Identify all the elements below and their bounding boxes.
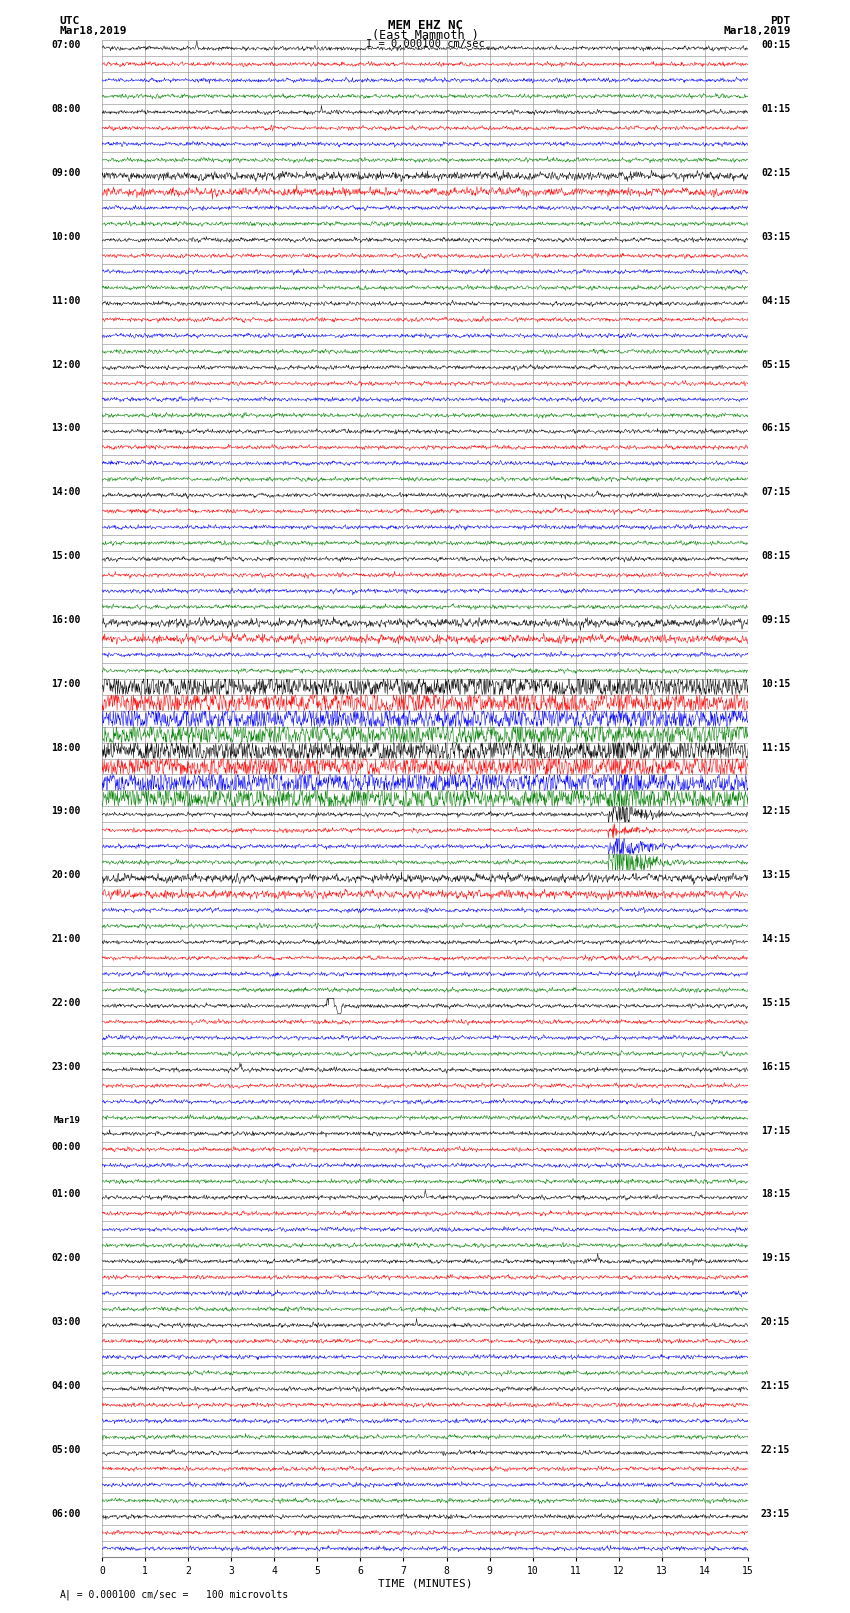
Text: PDT: PDT	[770, 16, 790, 26]
Text: 14:00: 14:00	[51, 487, 81, 497]
Text: 16:00: 16:00	[51, 615, 81, 624]
Text: 20:00: 20:00	[51, 871, 81, 881]
Text: 21:00: 21:00	[51, 934, 81, 944]
Text: 09:00: 09:00	[51, 168, 81, 177]
Text: 17:15: 17:15	[761, 1126, 790, 1136]
Text: 11:15: 11:15	[761, 742, 790, 753]
Text: 19:15: 19:15	[761, 1253, 790, 1263]
Text: 02:15: 02:15	[761, 168, 790, 177]
Text: 07:00: 07:00	[51, 40, 81, 50]
Text: 13:15: 13:15	[761, 871, 790, 881]
Text: UTC: UTC	[60, 16, 80, 26]
Text: 02:00: 02:00	[51, 1253, 81, 1263]
Text: 13:00: 13:00	[51, 423, 81, 434]
Text: 08:00: 08:00	[51, 105, 81, 115]
Text: 09:15: 09:15	[761, 615, 790, 624]
Text: 01:15: 01:15	[761, 105, 790, 115]
Text: 21:15: 21:15	[761, 1381, 790, 1390]
Text: 00:00: 00:00	[51, 1142, 81, 1152]
Text: 07:15: 07:15	[761, 487, 790, 497]
Text: 03:00: 03:00	[51, 1318, 81, 1327]
Text: I = 0.000100 cm/sec: I = 0.000100 cm/sec	[366, 39, 484, 48]
Text: Mar18,2019: Mar18,2019	[60, 26, 127, 35]
Text: 19:00: 19:00	[51, 806, 81, 816]
Text: 10:00: 10:00	[51, 232, 81, 242]
Text: 03:15: 03:15	[761, 232, 790, 242]
Text: MEM EHZ NC: MEM EHZ NC	[388, 19, 462, 32]
Text: 11:00: 11:00	[51, 295, 81, 306]
Text: 23:00: 23:00	[51, 1061, 81, 1071]
Text: 22:15: 22:15	[761, 1445, 790, 1455]
Text: 12:00: 12:00	[51, 360, 81, 369]
Text: A: A	[60, 1590, 65, 1600]
Text: 17:00: 17:00	[51, 679, 81, 689]
Text: 04:00: 04:00	[51, 1381, 81, 1390]
Text: 14:15: 14:15	[761, 934, 790, 944]
Text: 05:00: 05:00	[51, 1445, 81, 1455]
Text: 10:15: 10:15	[761, 679, 790, 689]
Text: 16:15: 16:15	[761, 1061, 790, 1071]
Text: 08:15: 08:15	[761, 552, 790, 561]
X-axis label: TIME (MINUTES): TIME (MINUTES)	[377, 1579, 473, 1589]
Text: | = 0.000100 cm/sec =   100 microvolts: | = 0.000100 cm/sec = 100 microvolts	[65, 1589, 289, 1600]
Text: 12:15: 12:15	[761, 806, 790, 816]
Text: 05:15: 05:15	[761, 360, 790, 369]
Text: 18:15: 18:15	[761, 1189, 790, 1200]
Text: 06:15: 06:15	[761, 423, 790, 434]
Text: 06:00: 06:00	[51, 1508, 81, 1519]
Text: 20:15: 20:15	[761, 1318, 790, 1327]
Text: 23:15: 23:15	[761, 1508, 790, 1519]
Text: 04:15: 04:15	[761, 295, 790, 306]
Text: Mar19: Mar19	[54, 1116, 81, 1124]
Text: (East Mammoth ): (East Mammoth )	[371, 29, 479, 42]
Text: 00:15: 00:15	[761, 40, 790, 50]
Text: 22:00: 22:00	[51, 998, 81, 1008]
Text: 01:00: 01:00	[51, 1189, 81, 1200]
Text: Mar18,2019: Mar18,2019	[723, 26, 791, 35]
Text: 18:00: 18:00	[51, 742, 81, 753]
Text: 15:15: 15:15	[761, 998, 790, 1008]
Text: 15:00: 15:00	[51, 552, 81, 561]
